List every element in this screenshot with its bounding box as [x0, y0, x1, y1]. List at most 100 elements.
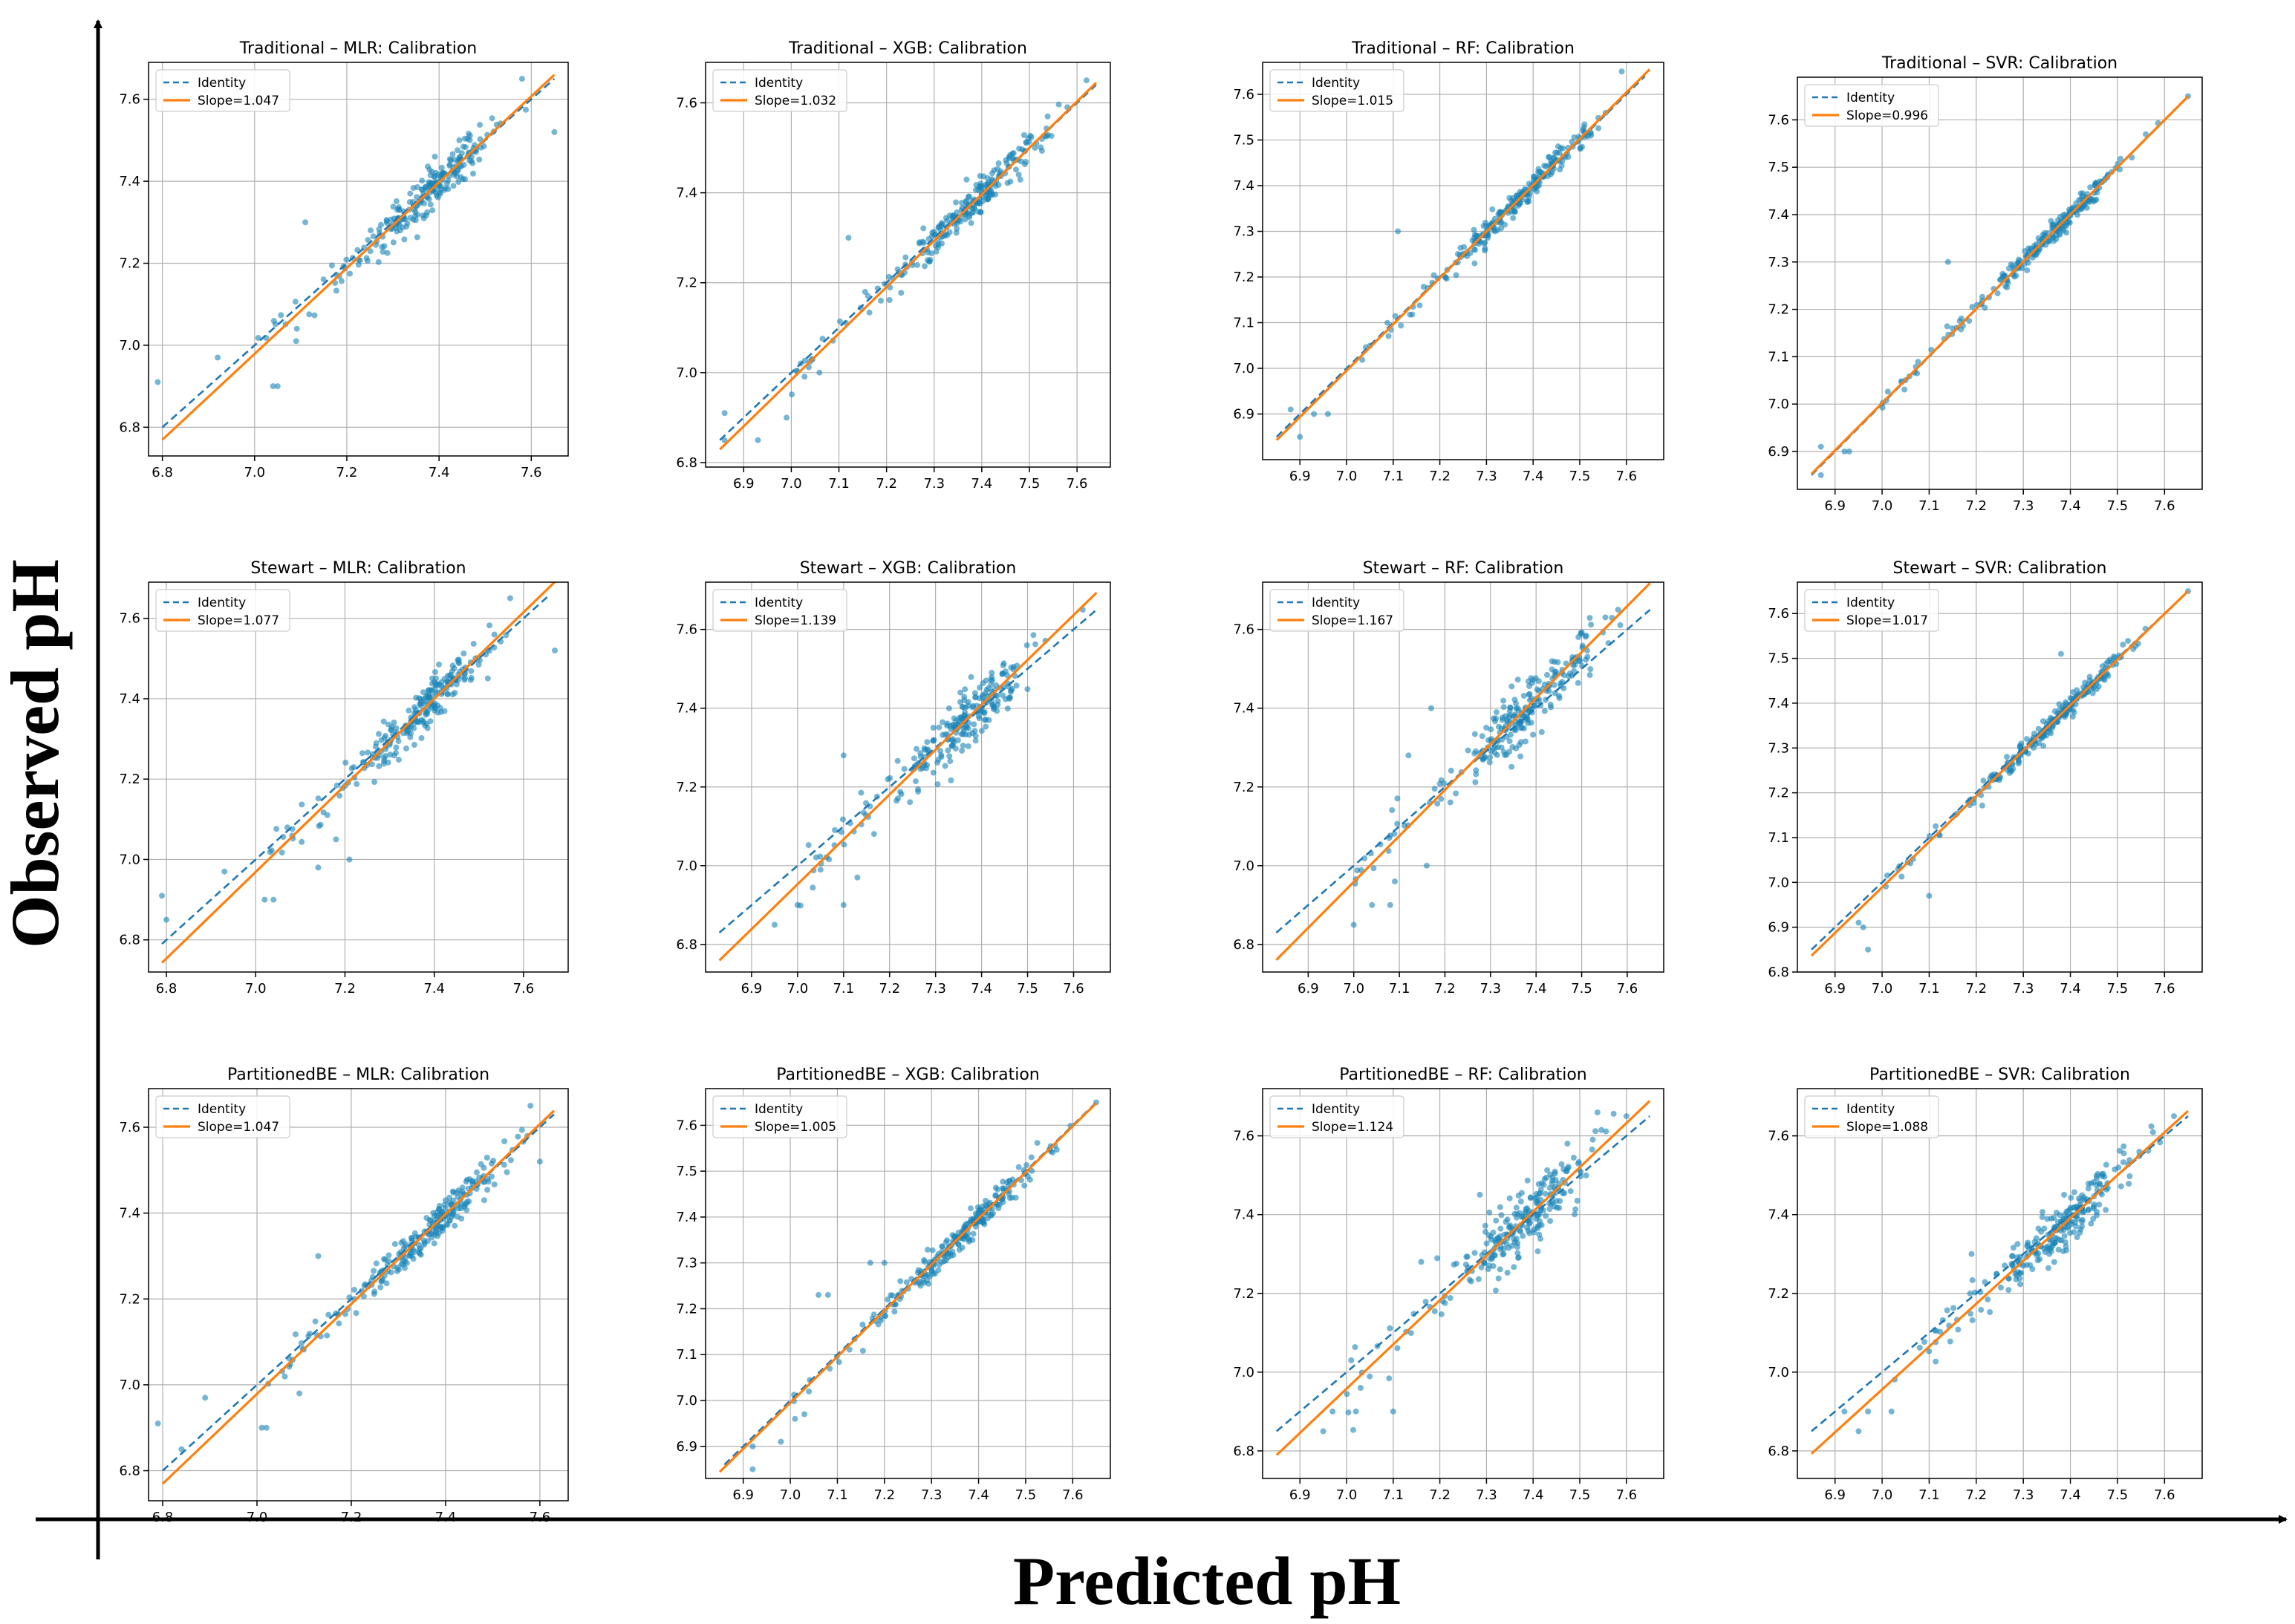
legend-identity-label: Identity — [1312, 596, 1360, 610]
scatter-point — [1434, 800, 1441, 807]
scatter-point — [383, 1280, 390, 1287]
scatter-point — [1572, 1211, 1578, 1218]
scatter-point — [2029, 254, 2036, 261]
scatter-point — [2079, 1223, 2086, 1230]
scatter-point — [473, 1169, 480, 1175]
scatter-point — [801, 1411, 808, 1418]
scatter-point — [959, 747, 966, 754]
x-tick-label: 6.9 — [1824, 498, 1846, 514]
scatter-point — [299, 801, 305, 808]
scatter-point — [1841, 449, 1848, 454]
scatter-point — [1390, 1408, 1396, 1415]
scatter-point — [2010, 263, 2016, 269]
scatter-point — [1482, 239, 1488, 246]
scatter-point — [453, 681, 460, 688]
scatter-point — [501, 1138, 508, 1144]
identity-line — [161, 78, 556, 428]
scatter-point — [1418, 1259, 1425, 1265]
scatter-point — [1540, 1181, 1547, 1188]
scatter-point — [1530, 731, 1537, 738]
scatter-point — [388, 724, 395, 730]
scatter-point — [1392, 313, 1399, 319]
scatter-point — [391, 720, 397, 725]
x-tick-label: 7.2 — [1965, 498, 1987, 514]
scatter-point — [1454, 251, 1461, 258]
scatter-point — [439, 682, 445, 689]
scatter-point — [1394, 1345, 1401, 1351]
scatter-point — [1044, 113, 1051, 120]
scatter-point — [1589, 1136, 1596, 1143]
scatter-points — [154, 1103, 543, 1452]
scatter-point — [2051, 238, 2057, 244]
scatter-point — [507, 1157, 514, 1164]
scatter-point — [1610, 1110, 1617, 1117]
scatter-point — [441, 708, 448, 714]
scatter-point — [1582, 633, 1589, 640]
scatter-point — [1009, 1194, 1015, 1201]
scatter-point — [2105, 673, 2112, 679]
scatter-point — [1407, 1330, 1414, 1337]
x-tick-label: 6.9 — [1824, 1487, 1846, 1503]
scatter-point — [1028, 134, 1035, 140]
scatter-point — [346, 856, 353, 863]
scatter-point — [2065, 1207, 2071, 1214]
y-tick-label: 7.4 — [676, 1210, 697, 1225]
scatter-point — [2055, 1246, 2062, 1253]
legend: Identity Slope=1.124 — [1269, 1095, 1404, 1138]
scatter-point — [305, 1333, 312, 1340]
scatter-point — [1517, 1227, 1523, 1233]
scatter-point — [1617, 622, 1624, 628]
scatter-point — [2068, 1195, 2074, 1201]
scatter-point — [1498, 1212, 1505, 1219]
x-tick-label: 7.1 — [1918, 981, 1940, 997]
calibration-panel: PartitionedBE – MLR: Calibration 6.8 7.0 7.… — [119, 1066, 569, 1525]
scatter-point — [1422, 1299, 1429, 1305]
scatter-point — [273, 826, 280, 832]
figure-x-axis-label: Predicted pH — [1013, 1543, 1401, 1619]
scatter-point — [355, 261, 362, 268]
scatter-point — [1367, 1373, 1373, 1380]
scatter-point — [840, 901, 847, 908]
x-tick-label: 7.5 — [1571, 981, 1592, 997]
y-tick-label: 6.8 — [676, 455, 697, 471]
scatter-point — [2088, 1220, 2094, 1227]
scatter-point — [424, 710, 431, 717]
x-tick-label: 7.5 — [1569, 1487, 1591, 1503]
y-tick-label: 7.4 — [1768, 696, 1789, 711]
scatter-point — [2111, 653, 2117, 659]
scatter-point — [2129, 154, 2135, 161]
plot-frame — [705, 62, 1111, 468]
scatter-point — [771, 922, 778, 928]
x-tick-label: 7.4 — [2060, 498, 2081, 514]
scatter-point — [2041, 1245, 2048, 1252]
scatter-point — [460, 650, 467, 657]
fit-line — [161, 74, 556, 441]
scatter-point — [359, 750, 365, 757]
x-tick-label: 7.4 — [2060, 981, 2081, 997]
scatter-point — [962, 686, 969, 693]
scatter-point — [1492, 1287, 1499, 1294]
y-tick-label: 6.9 — [1233, 407, 1254, 423]
scatter-point — [1579, 642, 1586, 649]
scatter-point — [433, 189, 439, 196]
scatter-point — [1013, 682, 1020, 689]
scatter-point — [312, 1318, 319, 1325]
scatter-point — [1944, 323, 1950, 330]
scatter-point — [1524, 1205, 1531, 1212]
scatter-point — [1884, 873, 1890, 878]
scatter-point — [1386, 1375, 1393, 1382]
x-tick-label: 7.0 — [245, 981, 267, 997]
scatter-point — [806, 1388, 813, 1395]
scatter-point — [819, 336, 826, 342]
scatter-point — [846, 1346, 853, 1353]
scatter-point — [1472, 779, 1479, 786]
scatter-point — [1865, 946, 1872, 953]
scatter-point — [957, 714, 963, 721]
scatter-point — [1030, 632, 1037, 639]
scatter-point — [1546, 688, 1552, 694]
y-tick-label: 7.6 — [1233, 87, 1254, 102]
legend-identity-label: Identity — [1312, 76, 1360, 91]
x-tick-label: 7.6 — [2154, 498, 2175, 514]
scatter-point — [449, 151, 456, 157]
scatter-point — [2085, 1185, 2091, 1192]
